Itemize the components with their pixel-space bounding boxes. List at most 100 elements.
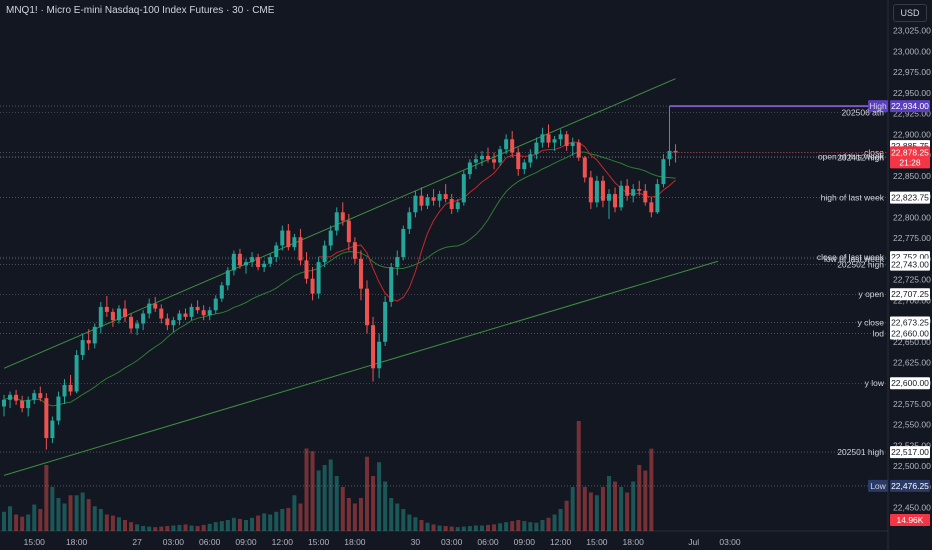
trend-channel xyxy=(3,78,719,476)
level-price-tag-bg xyxy=(890,316,930,329)
volume-bar xyxy=(607,476,611,531)
volume-bar xyxy=(473,525,478,531)
candle-body xyxy=(413,195,418,213)
low-price-tag-bg xyxy=(890,479,930,492)
candle-body xyxy=(8,394,13,400)
volume-bar xyxy=(177,524,182,531)
volume-bar xyxy=(316,470,321,531)
time-axis-tick: 03:00 xyxy=(163,537,185,547)
volume-bar xyxy=(304,448,309,531)
price-tags: 22,934.0022,885.7522,873.2522,872.2522,8… xyxy=(675,100,930,526)
candle-body xyxy=(534,142,539,155)
volume-bar xyxy=(262,513,267,531)
time-axis-tick: 12:00 xyxy=(550,537,572,547)
volume-bar xyxy=(153,527,158,531)
volume-bar xyxy=(395,503,400,531)
volume-bar xyxy=(219,521,224,531)
volume-bar xyxy=(637,465,642,531)
volume-bar xyxy=(613,481,618,531)
volume-bar xyxy=(407,514,412,531)
volume-bar xyxy=(558,509,563,531)
candle-body xyxy=(14,394,19,401)
candle-body xyxy=(613,194,618,208)
volume-bar xyxy=(631,481,636,531)
time-axis-tick: 18:00 xyxy=(66,537,88,547)
time-axis-tick: 18:00 xyxy=(344,537,366,547)
volume-bar xyxy=(570,487,575,531)
candle-body xyxy=(473,159,478,163)
volume-bar xyxy=(231,517,236,531)
candle-body xyxy=(225,270,230,286)
level-price-tag: 22,660.00 xyxy=(891,328,929,338)
volume-bar xyxy=(510,521,515,531)
volume-bar xyxy=(449,526,454,531)
volume-bar xyxy=(625,492,630,531)
volume-bar xyxy=(56,498,61,531)
price-axis-tick: 22,550.00 xyxy=(893,420,931,430)
candle-body xyxy=(268,257,273,264)
time-axis-tick: 09:00 xyxy=(514,537,536,547)
level-label: 202506 ath xyxy=(841,108,884,118)
candle-body xyxy=(389,267,394,302)
chart-title: MNQ1! · Micro E-mini Nasdaq-100 Index Fu… xyxy=(6,5,275,16)
price-axis-tick: 22,800.00 xyxy=(893,212,931,222)
candle-body xyxy=(135,323,140,329)
volume-tag-bg xyxy=(890,514,930,526)
time-axis[interactable]: 15:00 18:00 27 03:00 06:00 09:00 12:00 15:00 18:… xyxy=(24,537,741,547)
level-price-tag-bg xyxy=(890,258,930,271)
time-axis-tick: 09:00 xyxy=(235,537,257,547)
candle-body xyxy=(594,180,599,203)
price-axis-tick: 22,950.00 xyxy=(893,88,931,98)
candle-body xyxy=(667,150,672,160)
price-axis-tick: 22,725.00 xyxy=(893,275,931,285)
candle-body xyxy=(340,212,345,221)
volume-bar xyxy=(74,495,79,531)
volume-bar xyxy=(62,503,67,531)
volume-bar xyxy=(649,448,654,531)
volume-bar xyxy=(292,495,297,531)
candle-body xyxy=(141,313,146,324)
volume-bar xyxy=(479,525,484,531)
volume-bar xyxy=(322,465,327,531)
currency-button[interactable]: USD xyxy=(893,4,927,22)
volume-bar xyxy=(286,507,291,531)
volume-bar xyxy=(546,517,551,531)
candle-body xyxy=(570,142,575,146)
candle-body xyxy=(116,308,121,321)
candle-body xyxy=(322,245,327,263)
level-label: y low xyxy=(865,378,885,388)
candle-body xyxy=(68,384,73,392)
candle-body xyxy=(516,152,521,170)
level-label: close of last week xyxy=(817,252,885,262)
candle-body xyxy=(461,174,466,203)
candle-body xyxy=(443,194,448,200)
candle-body xyxy=(147,303,152,314)
price-axis-tick: 22,775.00 xyxy=(893,233,931,243)
candle-body xyxy=(383,301,388,342)
volume-bar xyxy=(431,524,436,531)
candle-body xyxy=(401,228,406,258)
volume-bar xyxy=(413,517,418,531)
volume-bar xyxy=(86,499,91,531)
level-price-tag-bg xyxy=(890,377,930,390)
volume-bar xyxy=(334,476,339,531)
candle-body xyxy=(504,139,509,150)
volume-bar xyxy=(244,520,248,531)
low-price-tag: 22,476.25 xyxy=(891,481,929,491)
volume-bar xyxy=(492,524,497,531)
volume-bar xyxy=(467,526,472,531)
volume-bar xyxy=(256,515,261,531)
level-price-tag: 22,673.25 xyxy=(891,317,929,327)
candle-body xyxy=(546,134,551,143)
last-price-tag-bg xyxy=(890,146,930,169)
volume-tag: 14.96K xyxy=(897,515,924,525)
level-price-tag-bg xyxy=(890,191,930,204)
volume-bar xyxy=(455,527,460,531)
volume-bar xyxy=(365,456,369,531)
time-axis-tick: 30 xyxy=(411,537,421,547)
level-price-tag: 22,823.75 xyxy=(891,193,929,203)
volume-bar xyxy=(540,520,545,531)
candle-body xyxy=(104,306,109,312)
candle-body xyxy=(110,311,115,321)
